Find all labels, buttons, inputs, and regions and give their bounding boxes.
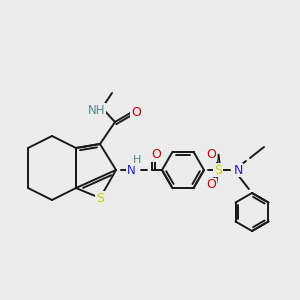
Text: O: O [206, 178, 216, 191]
Text: S: S [214, 164, 222, 176]
Text: N: N [127, 164, 135, 176]
Text: O: O [131, 106, 141, 118]
Text: O: O [151, 148, 161, 161]
Text: NH: NH [88, 103, 106, 116]
Text: O: O [206, 148, 216, 161]
Text: H: H [133, 155, 141, 165]
Text: N: N [233, 164, 243, 176]
Text: S: S [96, 191, 104, 205]
